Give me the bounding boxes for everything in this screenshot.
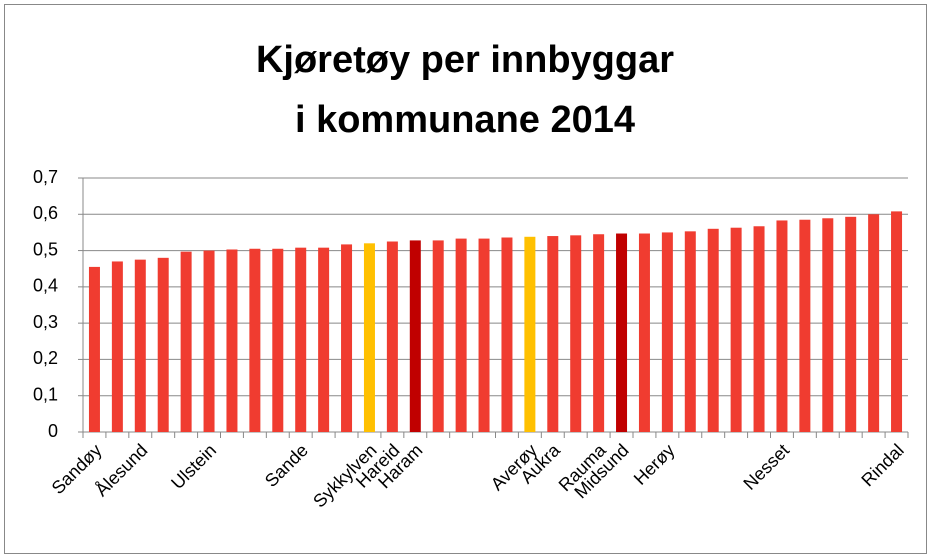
bar (707, 228, 719, 432)
y-tick-label: 0,5 (33, 239, 58, 259)
bar (272, 248, 284, 432)
bar (111, 261, 123, 432)
bar (134, 259, 146, 432)
y-tick-label: 0,2 (33, 348, 58, 368)
bar (386, 241, 398, 432)
bar (455, 238, 467, 432)
bar (203, 250, 215, 432)
y-tick-label: 0,7 (33, 167, 58, 187)
bar (616, 233, 628, 432)
bar (409, 240, 421, 432)
bar (478, 238, 490, 432)
bar (180, 251, 192, 432)
y-tick-label: 0,3 (33, 312, 58, 332)
chart-title: i kommunane 2014 (295, 99, 635, 141)
bar (88, 266, 100, 432)
bar (661, 232, 673, 432)
bar (868, 214, 880, 432)
bar (845, 216, 857, 432)
bar (157, 257, 169, 432)
bar (295, 247, 307, 432)
bar (822, 218, 834, 432)
bar (753, 226, 765, 432)
bar (524, 236, 536, 432)
bar (363, 243, 375, 432)
bar (570, 235, 582, 432)
bar (318, 247, 330, 432)
bar (341, 244, 353, 432)
bar (547, 236, 559, 432)
bar (891, 211, 903, 432)
bar (776, 220, 788, 432)
bar (638, 233, 650, 432)
bar (501, 237, 513, 432)
bar (684, 231, 696, 432)
bar (432, 240, 444, 432)
y-tick-label: 0,4 (33, 276, 58, 296)
bar (799, 219, 811, 432)
y-tick-label: 0,1 (33, 384, 58, 404)
bar (593, 234, 605, 432)
chart-title: Kjøretøy per innbyggar (256, 39, 674, 81)
bar (226, 249, 238, 432)
y-tick-label: 0,6 (33, 203, 58, 223)
bar (249, 248, 261, 432)
bar (730, 227, 742, 432)
y-tick-label: 0 (48, 421, 58, 441)
